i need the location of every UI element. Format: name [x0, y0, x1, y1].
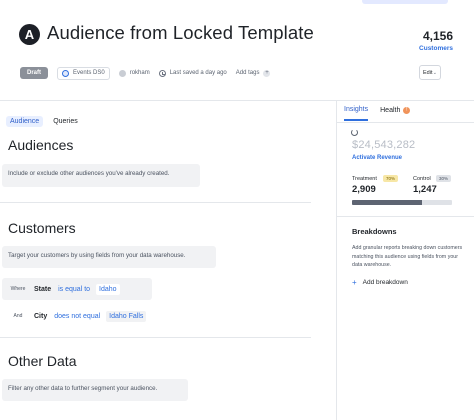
last-saved-label: Last saved a day ago [169, 70, 227, 76]
status-badge: Draft [20, 67, 49, 79]
condition-operator[interactable]: does not equal [54, 312, 101, 320]
treatment-pct-badge: 70% [383, 175, 399, 182]
breakdowns-title: Breakdowns [352, 227, 397, 236]
condition-field[interactable]: State [34, 285, 52, 293]
faded-indicator [300, 0, 346, 2]
edit-label: Edit [423, 69, 433, 76]
other-data-description: Filter any other data to further segment… [2, 379, 188, 401]
treatment-control-bar [352, 200, 452, 205]
insights-tabs: Insights Health ! [344, 106, 411, 121]
condition-conjunction: Where [10, 286, 26, 292]
control-count: 1,247 [413, 184, 437, 195]
add-tags-label: Add tags [235, 70, 260, 76]
condition-value[interactable]: Idaho Falls [106, 310, 147, 322]
section-divider [0, 337, 311, 338]
revenue-value: $24,543,282 [352, 139, 416, 151]
top-scroll-hint [0, 0, 474, 6]
customers-title: Customers [8, 220, 76, 236]
customer-count-label: Customers [419, 45, 453, 52]
tab-queries[interactable]: Queries [53, 118, 78, 125]
plus-icon: + [263, 69, 271, 77]
user-icon [118, 69, 126, 77]
condition-value[interactable]: Idaho [96, 283, 120, 295]
plus-icon: + [352, 278, 357, 287]
section-divider [337, 216, 474, 217]
editor-tabs: Audience Queries [6, 116, 88, 127]
page-title[interactable]: Audience from Locked Template [47, 22, 314, 43]
customers-description: Target your customers by using fields fr… [2, 246, 216, 268]
chevron-down-icon: ⌄ [432, 69, 437, 76]
audiences-description: Include or exclude other audiences you'v… [2, 164, 200, 187]
add-breakdown-label: Add breakdown [362, 279, 408, 286]
condition-operator[interactable]: is equal to [58, 285, 91, 293]
condition-row[interactable]: And City does not equal Idaho Falls [2, 305, 162, 327]
header-divider [0, 100, 474, 101]
condition-conjunction: And [13, 313, 23, 319]
treatment-fill [352, 200, 422, 205]
control-pct-badge: 30% [436, 175, 452, 182]
add-tags-button[interactable]: Add tags + [235, 69, 271, 77]
revenue-label[interactable]: Activate Revenue [352, 155, 403, 161]
other-data-title: Other Data [8, 353, 77, 369]
owner[interactable]: rokham [118, 69, 150, 77]
last-saved: Last saved a day ago [158, 69, 227, 77]
panel-divider [336, 101, 337, 420]
meta-row: Draft Events DS0 rokham Last saved a day… [20, 66, 271, 80]
faded-pill [362, 0, 448, 4]
condition-row[interactable]: Where State is equal to Idaho [2, 278, 152, 300]
customer-count: 4,156 [422, 29, 453, 43]
tabs-divider [337, 122, 474, 123]
tab-insights[interactable]: Insights [344, 106, 369, 121]
audiences-title: Audiences [8, 137, 74, 153]
breakdowns-description: Add granular reports breaking down custo… [352, 245, 463, 268]
clock-icon [158, 69, 166, 77]
tab-audience[interactable]: Audience [6, 116, 44, 127]
alert-icon: ! [403, 107, 411, 114]
edit-button[interactable]: Edit ⌄ [419, 65, 441, 80]
events-label: Events DS0 [73, 70, 105, 76]
control-label: Control [413, 176, 431, 182]
condition-field[interactable]: City [34, 312, 48, 320]
owner-label: rokham [129, 70, 150, 76]
treatment-label: Treatment [352, 176, 377, 182]
tab-health[interactable]: Health [380, 107, 401, 114]
avatar: A [19, 24, 40, 45]
treatment-count: 2,909 [352, 184, 376, 195]
events-source[interactable]: Events DS0 [57, 66, 110, 80]
add-breakdown-button[interactable]: + Add breakdown [352, 278, 408, 287]
events-icon [62, 69, 70, 77]
section-divider [0, 202, 311, 203]
refresh-icon[interactable] [351, 129, 358, 136]
